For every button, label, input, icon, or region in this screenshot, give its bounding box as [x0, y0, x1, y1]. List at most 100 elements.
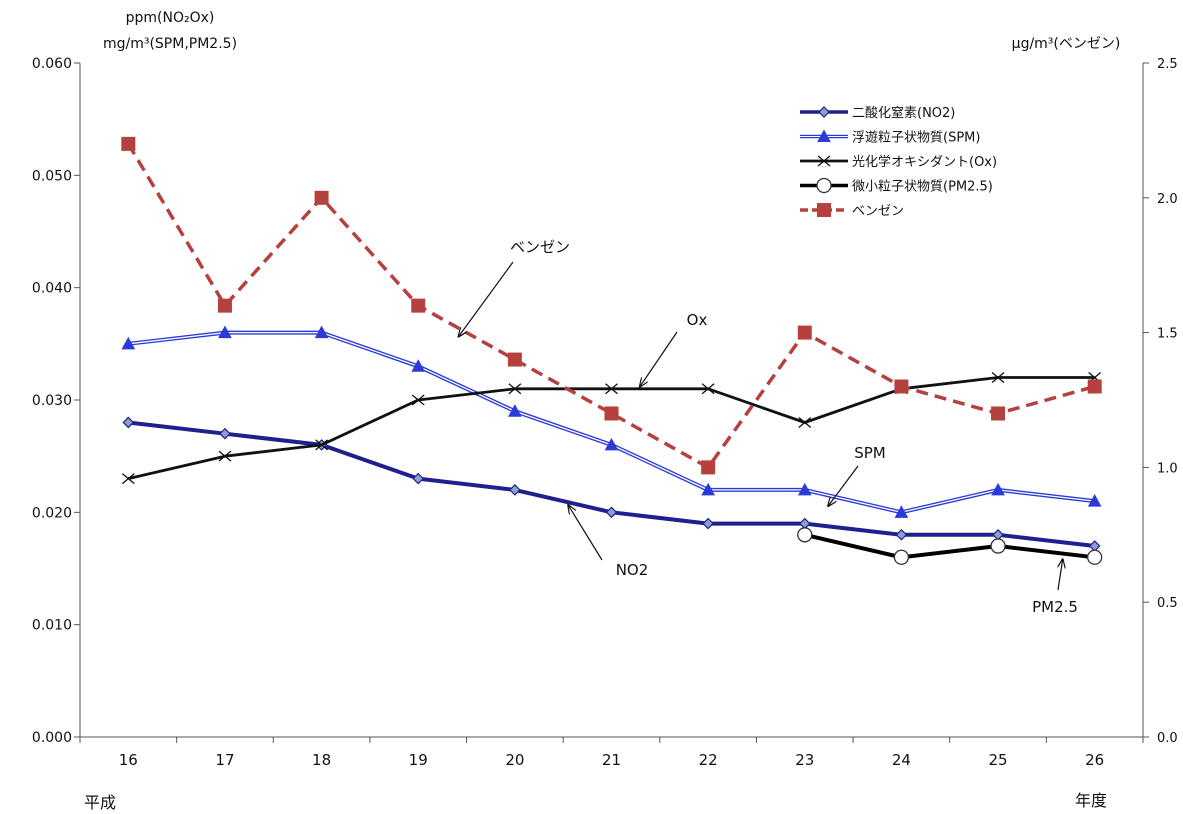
data-point-no2 [412, 472, 425, 485]
x-tick-label: 22 [699, 751, 718, 769]
left-axis-title-line2: mg/m³(SPM,PM2.5) [103, 36, 237, 52]
series-group [121, 136, 1103, 565]
right-tick-label: 0.0 [1157, 731, 1178, 746]
annotation-spm: SPM [828, 444, 886, 506]
data-point-spm [218, 325, 232, 339]
data-point-pm25 [893, 549, 910, 565]
data-point-spm [894, 505, 909, 518]
annotations: ベンゼン Ox SPM NO2 PM2.5 [459, 238, 1078, 616]
legend-label: ベンゼン [852, 204, 904, 219]
right-tick-label: 2.5 [1157, 57, 1178, 72]
data-point-benzene [894, 379, 909, 394]
legend-item-benzene: ベンゼン [800, 203, 904, 219]
data-point-spm [1087, 494, 1102, 507]
x-tick-label: 16 [119, 751, 138, 769]
legend-swatch-marker [817, 155, 831, 167]
right-tick-label: 0.5 [1157, 596, 1178, 611]
right-tick-label: 1.5 [1157, 327, 1178, 342]
era-label: 平成 [84, 793, 116, 812]
legend-label: 浮遊粒子状物質(SPM) [852, 131, 980, 146]
legend-item-no2: 二酸化窒素(NO2) [800, 105, 955, 121]
x-tick-label: 24 [892, 751, 911, 769]
data-point-benzene [604, 406, 619, 421]
left-tick-label: 0.000 [32, 730, 72, 746]
data-point-spm [121, 336, 136, 350]
data-point-ox [701, 383, 715, 395]
data-point-ox [991, 372, 1005, 384]
annotation-label: NO2 [616, 561, 649, 579]
data-point-spm [991, 482, 1005, 496]
x-tick-label: 21 [602, 751, 621, 769]
data-point-benzene [217, 298, 232, 313]
x-tick-label: 18 [312, 751, 331, 769]
axes: 0.000 0.010 0.020 0.030 0.040 0.050 0.060 0.0 0.… [32, 56, 1178, 769]
data-point-no2 [122, 416, 135, 429]
right-tick-label: 1.0 [1157, 461, 1178, 476]
legend-label: 光化学オキシダント(Ox) [852, 154, 997, 170]
data-point-benzene [314, 190, 329, 205]
annotation-arrow [1058, 559, 1063, 591]
left-tick-label: 0.020 [32, 505, 72, 521]
x-tick-label: 20 [505, 751, 524, 769]
data-point-ox [605, 383, 618, 395]
legend-label: 微小粒子状物質(PM2.5) [852, 180, 993, 195]
annotation-label: SPM [854, 444, 886, 462]
legend: 二酸化窒素(NO2) 浮遊粒子状物質(SPM) 光化学オキシダント(Ox) 微小粒子状… [800, 105, 997, 219]
series-ox [121, 372, 1102, 485]
data-point-ox [411, 394, 425, 406]
data-point-no2 [702, 517, 714, 530]
left-axis-title-line1: ppm(NO₂Ox) [126, 10, 215, 26]
data-point-benzene [507, 352, 522, 367]
data-point-spm [701, 482, 715, 496]
data-point-benzene [1087, 379, 1102, 394]
data-point-ox [218, 450, 232, 462]
legend-label: 二酸化窒素(NO2) [852, 105, 955, 121]
annotation-arrow [459, 261, 514, 337]
x-tick-label: 26 [1085, 751, 1104, 769]
legend-swatch-marker [817, 203, 831, 217]
x-unit-label: 年度 [1075, 791, 1107, 810]
annotation-label: Ox [687, 311, 708, 329]
legend-swatch-marker [816, 177, 832, 194]
series-pm25 [797, 527, 1103, 565]
data-point-benzene [701, 460, 716, 475]
data-point-pm25 [990, 538, 1006, 554]
x-tick-label: 23 [795, 751, 814, 769]
data-point-ox [315, 439, 329, 451]
x-tick-label: 19 [409, 751, 428, 769]
data-point-pm25 [1087, 549, 1103, 565]
data-point-benzene [121, 136, 136, 151]
annotation-label: ベンゼン [510, 238, 570, 256]
data-point-benzene [411, 298, 426, 313]
series-spm [121, 325, 1102, 518]
data-point-no2 [605, 506, 618, 519]
x-tick-label: 25 [988, 751, 1007, 769]
data-point-spm [411, 359, 426, 372]
legend-swatch-marker [817, 129, 831, 142]
data-point-pm25 [797, 527, 813, 543]
annotation-benzene: ベンゼン [459, 238, 570, 337]
annotation-ox: Ox [640, 311, 708, 387]
data-point-no2 [509, 484, 521, 496]
data-point-spm [797, 482, 812, 496]
series-benzene [121, 136, 1102, 475]
data-point-benzene [991, 406, 1006, 421]
series-line-spm [128, 330, 1095, 515]
right-tick-label: 2.0 [1157, 192, 1178, 207]
legend-item-ox: 光化学オキシダント(Ox) [800, 154, 997, 170]
annotation-label: PM2.5 [1032, 598, 1078, 616]
data-point-spm [508, 404, 522, 417]
annotation-arrow [568, 505, 603, 561]
data-point-no2 [992, 528, 1004, 541]
data-point-no2 [798, 517, 811, 530]
data-point-spm [314, 325, 329, 339]
series-line-ox [127, 376, 1095, 480]
annotation-arrow [828, 465, 859, 506]
data-point-benzene [797, 325, 812, 340]
left-tick-label: 0.010 [32, 618, 72, 634]
legend-swatch-marker [818, 106, 830, 118]
data-point-spm [604, 437, 619, 451]
right-axis-title: μg/m³(ベンゼン) [1012, 36, 1121, 52]
data-point-no2 [895, 528, 908, 541]
